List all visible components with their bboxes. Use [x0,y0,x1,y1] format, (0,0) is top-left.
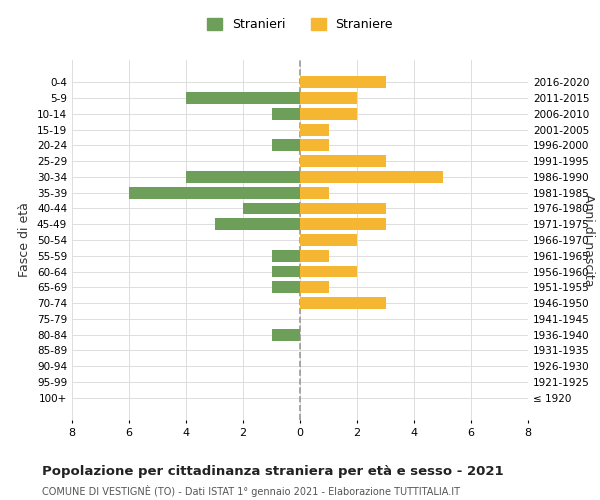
Bar [271,108,300,120]
Bar [215,218,300,230]
Bar [300,155,386,167]
Bar [271,250,300,262]
Bar [300,124,329,136]
Bar [300,297,386,309]
Bar [300,218,386,230]
Bar [300,140,329,151]
Bar [271,140,300,151]
Bar [271,328,300,340]
Bar [300,202,386,214]
Legend: Stranieri, Straniere: Stranieri, Straniere [202,13,398,36]
Bar [186,171,300,183]
Bar [271,266,300,278]
Bar [300,250,329,262]
Y-axis label: Fasce di età: Fasce di età [19,202,31,278]
Bar [243,202,300,214]
Text: COMUNE DI VESTIGNÈ (TO) - Dati ISTAT 1° gennaio 2021 - Elaborazione TUTTITALIA.I: COMUNE DI VESTIGNÈ (TO) - Dati ISTAT 1° … [42,485,460,497]
Bar [300,92,357,104]
Bar [186,92,300,104]
Bar [129,187,300,198]
Y-axis label: Anni di nascita: Anni di nascita [582,194,595,286]
Text: Popolazione per cittadinanza straniera per età e sesso - 2021: Popolazione per cittadinanza straniera p… [42,465,503,478]
Bar [300,108,357,120]
Bar [300,266,357,278]
Bar [300,187,329,198]
Bar [271,282,300,293]
Bar [300,282,329,293]
Bar [300,234,357,246]
Bar [300,171,443,183]
Bar [300,76,386,88]
